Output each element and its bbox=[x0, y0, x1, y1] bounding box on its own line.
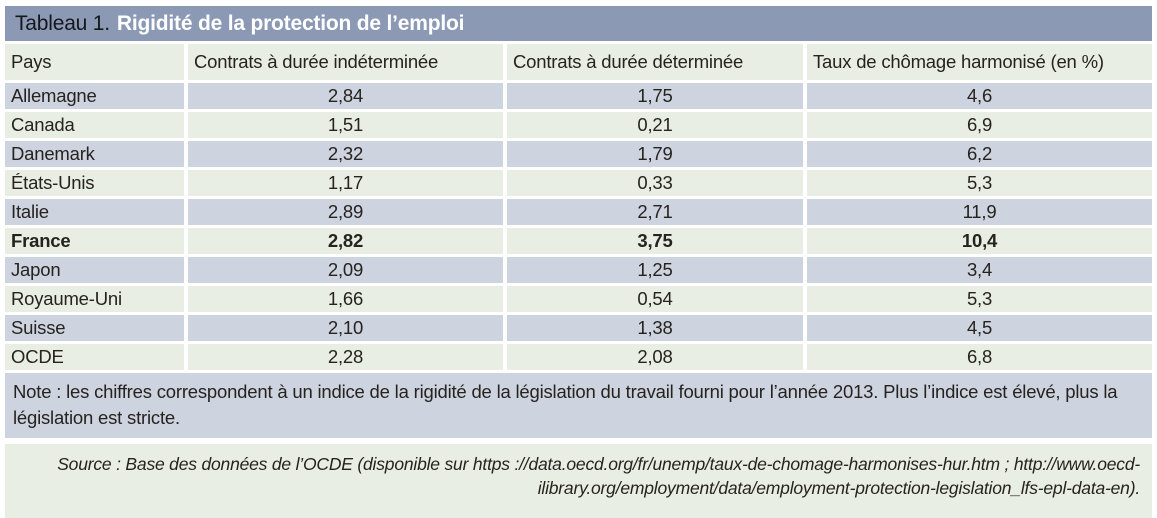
row-ocde-unemployment: 6,8 bbox=[807, 344, 1152, 370]
row-japon-cdi: 2,09 bbox=[188, 257, 503, 283]
row-france-cdd: 3,75 bbox=[507, 228, 803, 254]
row-danemark-cdd: 1,79 bbox=[507, 141, 803, 167]
row-royaume-uni-country: Royaume-Uni bbox=[5, 286, 184, 312]
row-royaume-uni-unemployment: 5,3 bbox=[807, 286, 1152, 312]
row-suisse-cdi: 2,10 bbox=[188, 315, 503, 341]
table-number: Tableau 1. bbox=[15, 11, 110, 35]
row-japon-unemployment: 3,4 bbox=[807, 257, 1152, 283]
row-suisse-cdd: 1,38 bbox=[507, 315, 803, 341]
row-etats-unis-unemployment: 5,3 bbox=[807, 170, 1152, 196]
row-allemagne-unemployment: 4,6 bbox=[807, 83, 1152, 109]
row-italie-cdd: 2,71 bbox=[507, 199, 803, 225]
table-source: Source : Base des données de l’OCDE (dis… bbox=[5, 444, 1152, 518]
row-danemark-cdi: 2,32 bbox=[188, 141, 503, 167]
header-cdi: Contrats à durée indéterminée bbox=[188, 44, 503, 80]
row-allemagne-cdd: 1,75 bbox=[507, 83, 803, 109]
table-title: Rigidité de la protection de l’emploi bbox=[116, 11, 465, 35]
row-royaume-uni-cdd: 0,54 bbox=[507, 286, 803, 312]
row-france-country: France bbox=[5, 228, 184, 254]
row-royaume-uni-cdi: 1,66 bbox=[188, 286, 503, 312]
data-table: Pays Contrats à durée indéterminée Contr… bbox=[5, 44, 1152, 370]
row-japon-country: Japon bbox=[5, 257, 184, 283]
row-france-unemployment: 10,4 bbox=[807, 228, 1152, 254]
header-unemployment: Taux de chômage harmonisé (en %) bbox=[807, 44, 1152, 80]
row-canada-cdd: 0,21 bbox=[507, 112, 803, 138]
row-italie-cdi: 2,89 bbox=[188, 199, 503, 225]
row-ocde-cdi: 2,28 bbox=[188, 344, 503, 370]
row-suisse-unemployment: 4,5 bbox=[807, 315, 1152, 341]
row-allemagne-country: Allemagne bbox=[5, 83, 184, 109]
row-suisse-country: Suisse bbox=[5, 315, 184, 341]
row-canada-country: Canada bbox=[5, 112, 184, 138]
row-etats-unis-cdi: 1,17 bbox=[188, 170, 503, 196]
table-title-bar: Tableau 1. Rigidité de la protection de … bbox=[5, 6, 1152, 41]
row-italie-country: Italie bbox=[5, 199, 184, 225]
row-etats-unis-country: États-Unis bbox=[5, 170, 184, 196]
row-canada-cdi: 1,51 bbox=[188, 112, 503, 138]
row-japon-cdd: 1,25 bbox=[507, 257, 803, 283]
table-note: Note : les chiffres correspondent à un i… bbox=[5, 373, 1152, 439]
row-france-cdi: 2,82 bbox=[188, 228, 503, 254]
header-country: Pays bbox=[5, 44, 184, 80]
row-etats-unis-cdd: 0,33 bbox=[507, 170, 803, 196]
row-ocde-cdd: 2,08 bbox=[507, 344, 803, 370]
row-danemark-unemployment: 6,2 bbox=[807, 141, 1152, 167]
header-cdd: Contrats à durée déterminée bbox=[507, 44, 803, 80]
row-italie-unemployment: 11,9 bbox=[807, 199, 1152, 225]
row-allemagne-cdi: 2,84 bbox=[188, 83, 503, 109]
row-danemark-country: Danemark bbox=[5, 141, 184, 167]
row-canada-unemployment: 6,9 bbox=[807, 112, 1152, 138]
row-ocde-country: OCDE bbox=[5, 344, 184, 370]
